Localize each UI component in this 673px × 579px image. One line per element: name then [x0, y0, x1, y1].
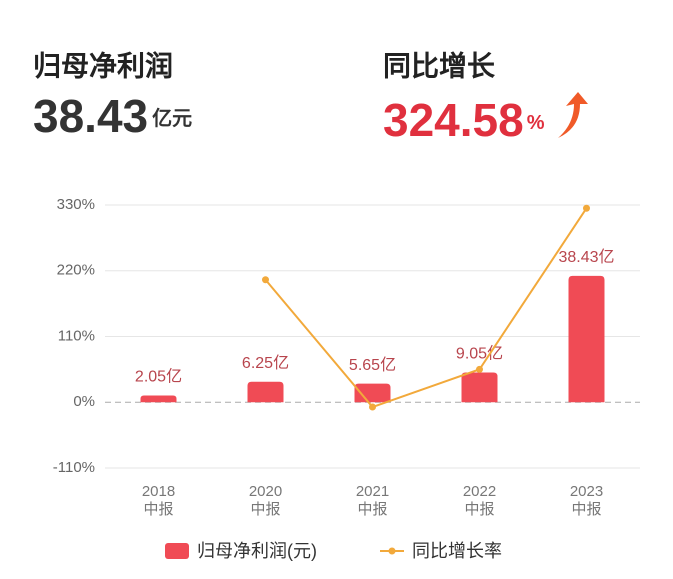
line-point [262, 276, 269, 284]
x-tick-label: 中报 [464, 501, 494, 518]
line [264, 207, 588, 409]
legend-swatch [388, 547, 396, 555]
value-label: 5.65亿 [349, 356, 396, 374]
bar [461, 372, 498, 403]
stat-number: 38.43 [33, 90, 148, 142]
legend-label: 同比增长率 [412, 541, 502, 561]
value-label: 9.05亿 [456, 345, 503, 363]
x-tick-label: 中报 [357, 501, 387, 518]
x-tick-label: 中报 [571, 501, 601, 518]
x-tick-label: 2022 [463, 483, 496, 500]
y-tick-label: 110% [58, 327, 95, 344]
legend-swatch [165, 543, 189, 559]
stat-title: 归母净利润 [33, 49, 173, 81]
y-tick-label: -110% [53, 459, 95, 476]
line-point [583, 204, 590, 212]
value-label: 38.43亿 [558, 248, 614, 266]
stat-unit: 亿元 [152, 106, 192, 130]
up-arrow [558, 92, 588, 138]
legend-label: 归母净利润(元) [197, 541, 317, 561]
stat-value: 324.58% [383, 94, 545, 146]
line-point [476, 365, 483, 373]
stat-value: 38.43 亿元 [33, 90, 192, 142]
value-label: 6.25亿 [242, 354, 289, 372]
y-tick-label: 330% [57, 196, 95, 213]
y-tick-label: 220% [57, 262, 95, 279]
bar [140, 395, 177, 403]
stat-number: 324.58 [383, 94, 524, 146]
stat-title: 同比增长 [383, 50, 495, 81]
x-tick-label: 中报 [250, 501, 280, 518]
line-point [369, 403, 376, 411]
x-tick-label: 2021 [356, 483, 389, 500]
bar [568, 275, 605, 403]
y-tick-label: 0% [73, 393, 95, 410]
x-tick-label: 2018 [142, 483, 175, 500]
x-tick-label: 中报 [143, 501, 173, 518]
x-tick-label: 2020 [249, 483, 282, 500]
x-tick-label: 2023 [570, 483, 603, 500]
stat-unit: % [527, 112, 545, 134]
value-label: 2.05亿 [135, 368, 182, 386]
bar [247, 381, 284, 403]
